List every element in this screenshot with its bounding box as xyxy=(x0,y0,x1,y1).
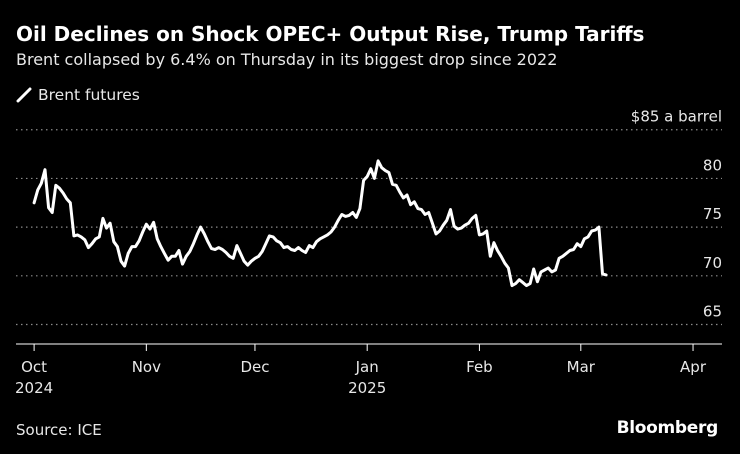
y-tick-label-85: $85 a barrel xyxy=(631,108,722,126)
legend-line-icon xyxy=(16,87,32,103)
chart-subtitle: Brent collapsed by 6.4% on Thursday in i… xyxy=(16,50,558,69)
x-tick-year-2025: 2025 xyxy=(348,379,386,397)
x-tick-label-apr: Apr xyxy=(680,358,707,376)
x-tick-year-2024: 2024 xyxy=(15,379,53,397)
gridlines xyxy=(16,129,722,326)
x-tick-label-feb: Feb xyxy=(466,358,493,376)
legend-label: Brent futures xyxy=(38,86,140,104)
y-axis-labels: $85 a barrel 80 75 70 65 xyxy=(631,108,722,321)
x-tick-label-dec: Dec xyxy=(240,358,269,376)
x-tick-label-nov: Nov xyxy=(132,358,161,376)
x-tick-label-mar: Mar xyxy=(567,358,596,376)
y-tick-label-70: 70 xyxy=(703,254,722,272)
series-layer xyxy=(32,159,608,288)
y-tick-label-75: 75 xyxy=(703,205,722,223)
chart-title: Oil Declines on Shock OPEC+ Output Rise,… xyxy=(16,22,645,46)
x-tick-label-oct: Oct xyxy=(21,358,47,376)
y-tick-label-80: 80 xyxy=(703,156,722,174)
legend: Brent futures xyxy=(16,86,140,104)
x-axis: Oct 2024 Nov Dec Jan 2025 Feb Mar Apr xyxy=(15,344,707,397)
y-tick-label-65: 65 xyxy=(703,303,722,321)
source-note: Source: ICE xyxy=(16,421,102,439)
x-tick-label-jan: Jan xyxy=(355,358,379,376)
series-line-brent-futures xyxy=(32,159,608,288)
bloomberg-logo: Bloomberg xyxy=(616,418,719,438)
